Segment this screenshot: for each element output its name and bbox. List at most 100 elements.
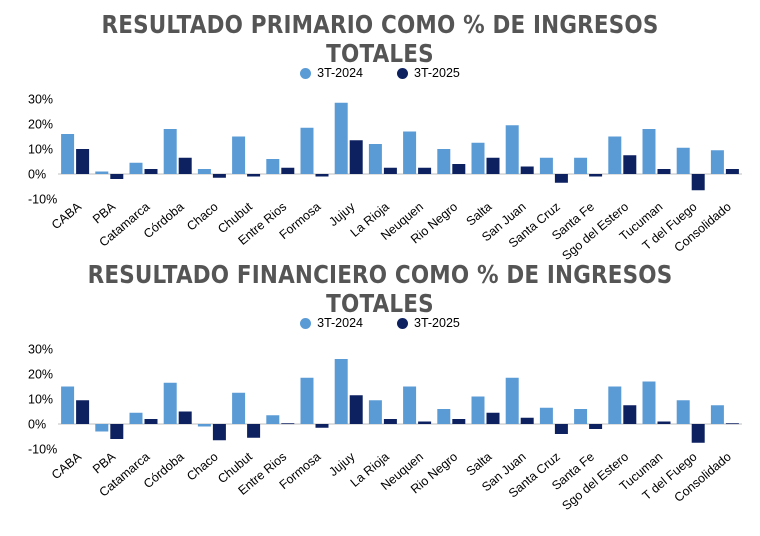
bar-2025 bbox=[418, 167, 432, 174]
legend-label-2024: 3T-2024 bbox=[317, 316, 363, 330]
bar-2025 bbox=[623, 155, 637, 174]
bar-2024 bbox=[197, 169, 211, 174]
chart-panel-primario: RESULTADO PRIMARIO COMO % DE INGRESOS TO… bbox=[28, 10, 742, 263]
bar-2025 bbox=[623, 405, 637, 424]
bar-2024 bbox=[129, 412, 143, 424]
category-label: PBA bbox=[90, 449, 119, 476]
legend-item-2025: 3T-2025 bbox=[397, 66, 460, 80]
y-tick-label: -10% bbox=[28, 193, 57, 207]
bar-2025 bbox=[144, 419, 158, 424]
bar-2025 bbox=[520, 166, 534, 174]
bar-2024 bbox=[539, 407, 553, 424]
bar-2025 bbox=[691, 424, 705, 443]
bar-2025 bbox=[725, 169, 739, 174]
legend-label-2025: 3T-2025 bbox=[414, 316, 460, 330]
bar-2025 bbox=[452, 164, 466, 174]
bar-2025 bbox=[589, 174, 603, 177]
bar-2025 bbox=[315, 424, 329, 428]
bar-2024 bbox=[163, 129, 177, 174]
bar-2025 bbox=[212, 424, 226, 441]
bar-2025 bbox=[315, 174, 329, 177]
bar-2024 bbox=[676, 400, 690, 424]
bar-2024 bbox=[334, 359, 348, 424]
chart-plot-financiero: -10%0%10%20%30%CABA PBACatamarcaCórdobaCh… bbox=[28, 343, 742, 513]
bar-2024 bbox=[437, 409, 451, 424]
bar-2024 bbox=[710, 405, 724, 424]
bar-2024 bbox=[505, 377, 519, 424]
bar-2025 bbox=[725, 423, 739, 425]
legend-label-2025: 3T-2025 bbox=[414, 66, 460, 80]
bar-2024 bbox=[471, 142, 485, 174]
bar-2024 bbox=[300, 127, 314, 174]
chart-title: RESULTADO PRIMARIO COMO % DE INGRESOS TO… bbox=[101, 10, 659, 68]
y-tick-label: 10% bbox=[28, 143, 53, 157]
bar-2025 bbox=[657, 421, 671, 424]
bar-2024 bbox=[642, 381, 656, 424]
bar-2024 bbox=[95, 171, 109, 174]
bar-2024 bbox=[403, 386, 417, 424]
bar-2025 bbox=[144, 169, 158, 174]
bar-2024 bbox=[539, 157, 553, 174]
bar-2025 bbox=[178, 411, 192, 424]
bar-2024 bbox=[300, 377, 314, 424]
legend-item-2025: 3T-2025 bbox=[397, 316, 460, 330]
bar-2025 bbox=[76, 400, 90, 424]
bar-2025 bbox=[554, 174, 568, 183]
bar-2025 bbox=[691, 174, 705, 191]
bar-2024 bbox=[61, 386, 75, 424]
category-label: Chaco bbox=[184, 450, 221, 484]
bar-2024 bbox=[608, 386, 622, 424]
bar-2025 bbox=[554, 424, 568, 434]
legend-label-2024: 3T-2024 bbox=[317, 66, 363, 80]
chart-plot-primario: -10%0%10%20%30%CABA PBACatamarcaCórdobaCh… bbox=[28, 93, 742, 263]
legend-marker-2024 bbox=[300, 67, 312, 79]
y-tick-label: -10% bbox=[28, 443, 57, 457]
bar-2024 bbox=[574, 157, 588, 174]
bar-2025 bbox=[281, 423, 295, 425]
legend-item-2024: 3T-2024 bbox=[300, 66, 363, 80]
bar-2025 bbox=[247, 174, 261, 177]
bar-2024 bbox=[232, 136, 246, 174]
bar-2025 bbox=[383, 419, 397, 424]
bar-2025 bbox=[418, 421, 432, 424]
bar-2025 bbox=[657, 169, 671, 174]
legend: 3T-2024 3T-2025 bbox=[0, 316, 760, 330]
bar-2025 bbox=[110, 424, 124, 439]
bar-2024 bbox=[403, 131, 417, 174]
chart-panel-financiero: RESULTADO FINANCIERO COMO % DE INGRESOS … bbox=[0, 250, 760, 518]
legend-marker-2025 bbox=[397, 67, 408, 79]
bar-2025 bbox=[178, 157, 192, 174]
bar-2025 bbox=[383, 167, 397, 174]
y-tick-label: 10% bbox=[28, 393, 53, 407]
y-tick-label: 20% bbox=[28, 118, 53, 132]
bar-2025 bbox=[110, 174, 124, 179]
legend-item-2024: 3T-2024 bbox=[300, 316, 363, 330]
bar-2025 bbox=[520, 417, 534, 424]
category-label: PBA bbox=[90, 199, 119, 226]
bar-2024 bbox=[574, 409, 588, 424]
bar-2025 bbox=[486, 157, 500, 174]
chart-title: RESULTADO FINANCIERO COMO % DE INGRESOS … bbox=[87, 260, 673, 318]
bar-2025 bbox=[349, 395, 363, 424]
bar-2024 bbox=[505, 125, 519, 174]
bar-2025 bbox=[212, 174, 226, 178]
bar-2025 bbox=[76, 149, 90, 174]
bar-2024 bbox=[197, 424, 211, 427]
y-tick-label: 30% bbox=[28, 93, 53, 107]
bar-2024 bbox=[608, 136, 622, 174]
bar-2024 bbox=[61, 134, 75, 174]
legend-marker-2024 bbox=[300, 317, 312, 329]
bar-2024 bbox=[368, 144, 382, 174]
y-tick-label: 20% bbox=[28, 368, 53, 382]
bar-2025 bbox=[247, 424, 261, 438]
bar-2024 bbox=[334, 102, 348, 174]
legend-marker-2025 bbox=[397, 317, 408, 329]
bar-2024 bbox=[266, 159, 280, 174]
bar-2024 bbox=[471, 396, 485, 424]
bar-2025 bbox=[486, 412, 500, 424]
bar-2025 bbox=[452, 419, 466, 424]
y-tick-label: 0% bbox=[28, 418, 46, 432]
bar-2025 bbox=[589, 424, 603, 429]
bar-2024 bbox=[368, 400, 382, 424]
bar-2024 bbox=[642, 129, 656, 174]
